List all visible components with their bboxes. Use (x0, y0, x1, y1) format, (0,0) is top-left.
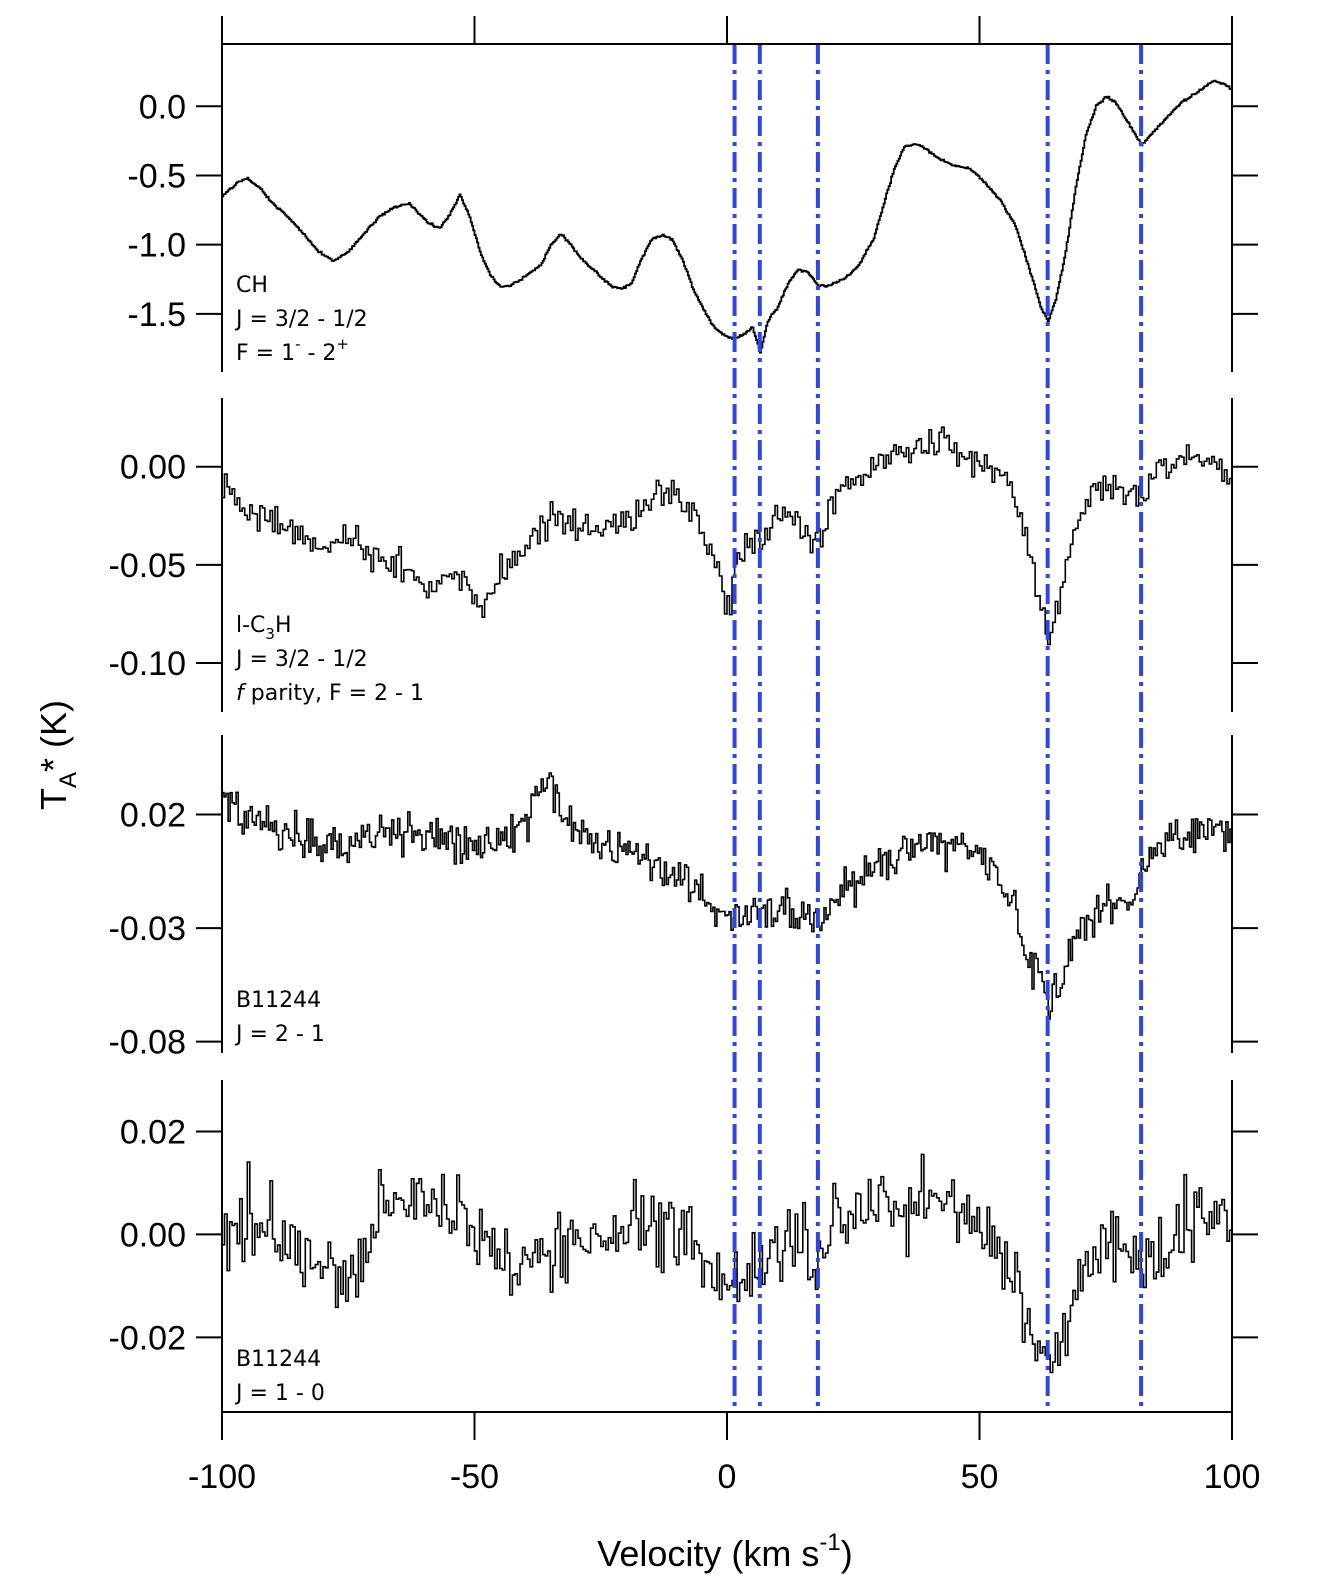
x-axis: -100 -50 0 50 100 (188, 16, 1260, 1496)
y-axis-title-main: T (33, 788, 74, 810)
x-axis-title-sup: -1 (819, 1529, 840, 1556)
panel-label-text: - (295, 335, 300, 353)
panel-label-text: B11244 (236, 988, 321, 1013)
panel-label-line: CH (236, 273, 268, 298)
panel-label-text: B11244 (236, 1347, 321, 1372)
panel-b1: 0.02 -0.03 -0.08 B11244 J = 2 - 1 (109, 735, 1258, 1062)
y-axis-title-rest: * (K) (33, 700, 74, 772)
panel-label-text: J = 3/2 - 1/2 (234, 307, 368, 332)
y-tick-label: -0.02 (109, 1319, 187, 1357)
y-tick-label: 0.00 (120, 449, 186, 487)
panel-label-text: J = 3/2 - 1/2 (234, 647, 368, 672)
panel-label-text: F = 1 (236, 341, 295, 366)
y-tick-label: 0.02 (120, 797, 186, 835)
y-axis-title: TA* (K) (33, 700, 82, 810)
panel-label-line: l-C3H (236, 613, 292, 643)
x-tick-label: 50 (961, 1458, 999, 1496)
panel-label-text: J = 2 - 1 (234, 1022, 325, 1047)
panel-label-text: - 2 (301, 341, 337, 366)
reference-lines-group (732, 44, 1144, 1412)
panel-label-line: J = 3/2 - 1/2 (234, 647, 368, 672)
panel-label-line: J = 2 - 1 (234, 1022, 325, 1047)
y-tick-label: 0.0 (139, 88, 186, 126)
panel-label-line: B11244 (236, 988, 321, 1013)
y-tick-label: 0.02 (120, 1113, 186, 1151)
y-tick-label: -0.5 (127, 157, 186, 195)
panel-label-text: H (275, 613, 292, 638)
panel-label-text: J = 1 - 0 (234, 1381, 325, 1406)
panel-label-text: + (336, 335, 349, 353)
panel-label-line: J = 1 - 0 (234, 1381, 325, 1406)
y-tick-label: -0.03 (109, 910, 187, 948)
panel-label-line: F = 1- - 2+ (236, 335, 349, 366)
spectrum-trace-b1 (222, 772, 1233, 1020)
x-axis-title-main: Velocity (km s (597, 1533, 819, 1574)
panel-label-line: f parity, F = 2 - 1 (236, 681, 424, 706)
panel-label-text: parity, F = 2 - 1 (244, 681, 424, 706)
spectrum-trace-b2 (222, 1153, 1233, 1374)
panel-label-text: f (236, 681, 247, 706)
spectrum-trace-c3h (222, 426, 1233, 646)
x-axis-title-close: ) (841, 1533, 853, 1574)
panel-c3h: 0.00 -0.05 -0.10 l-C3H J = 3/2 - 1/2 f parity… (109, 398, 1258, 712)
y-tick-label: -1.5 (127, 296, 186, 334)
panel-label-text: 3 (265, 625, 275, 643)
panel-label-line: B11244 (236, 1347, 321, 1372)
x-tick-label: -100 (188, 1458, 256, 1496)
y-tick-label: -0.05 (109, 547, 187, 585)
panel-label-line: J = 3/2 - 1/2 (234, 307, 368, 332)
x-tick-label: 0 (718, 1458, 737, 1496)
panel-b2: 0.02 0.00 -0.02 B11244 J = 1 - 0 (109, 1080, 1258, 1412)
y-axis-title-sub: A (55, 772, 82, 788)
spectrum-trace-ch (222, 79, 1233, 354)
panel-label-text: l-C (236, 613, 265, 638)
y-tick-label: -0.10 (109, 645, 187, 683)
y-tick-label: -1.0 (127, 227, 186, 265)
x-tick-label: -50 (450, 1458, 499, 1496)
panel-ch: 0.0 -0.5 -1.0 -1.5 CH J = 3/2 - 1/2 F = 1- - 2… (127, 44, 1258, 372)
panels-group: 0.0 -0.5 -1.0 -1.5 CH J = 3/2 - 1/2 F = 1- - 2… (109, 44, 1258, 1412)
y-tick-label: -0.08 (109, 1024, 187, 1062)
panel-label-text: CH (236, 273, 268, 298)
y-tick-label: 0.00 (120, 1216, 186, 1254)
x-tick-label: 100 (1204, 1458, 1261, 1496)
x-axis-title: Velocity (km s-1) (597, 1529, 852, 1574)
